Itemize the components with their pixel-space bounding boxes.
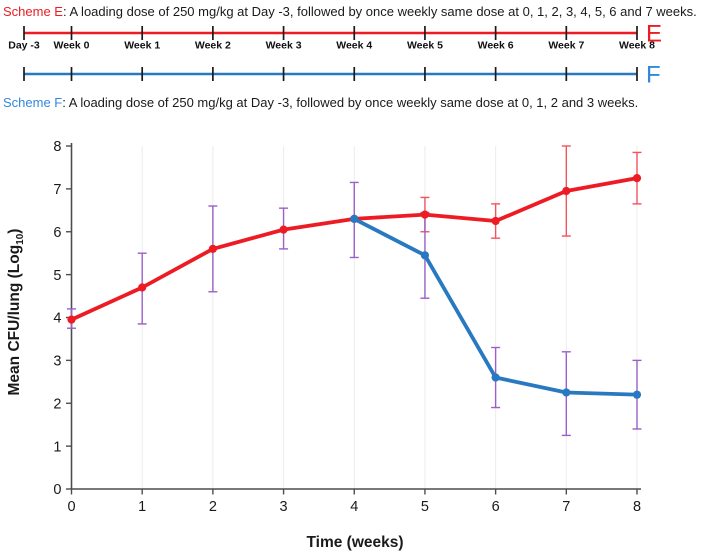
y-tick-label: 8 [53, 139, 61, 155]
x-tick-label: 6 [492, 499, 500, 515]
y-tick-label: 2 [53, 396, 61, 412]
data-point-marker [632, 174, 642, 183]
timeline-tick-label: Week 8 [619, 40, 655, 52]
data-point-marker [420, 210, 430, 219]
scheme-e-label: Scheme E [3, 4, 63, 19]
x-tick-label: 4 [350, 499, 358, 515]
timeline-letter-e: E [646, 21, 662, 48]
cfu-chart: 0 1 2 3 4 5 6 7 8 0 1 2 3 4 5 6 7 8 [53, 139, 642, 515]
x-tick-label: 5 [421, 499, 429, 515]
data-point-marker [491, 373, 500, 382]
y-tick-label: 1 [53, 439, 61, 455]
x-axis-title: Time (weeks) [306, 534, 404, 551]
data-point-marker [208, 244, 217, 253]
x-tick-label: 3 [280, 499, 288, 515]
data-point-marker [138, 283, 147, 292]
y-tick-label: 7 [53, 182, 61, 198]
timeline-letter-f: F [646, 62, 661, 89]
data-point-marker [562, 186, 571, 196]
y-axis-title: Mean CFU/lung (Log10) [6, 229, 26, 396]
data-point-marker [67, 315, 76, 324]
timeline-tick-label: Week 1 [124, 40, 160, 52]
x-tick-label: 2 [209, 499, 217, 515]
x-tick-label: 0 [67, 499, 75, 515]
scheme-f-label: Scheme F [3, 95, 63, 110]
timeline-tick-label: Week 2 [195, 40, 231, 52]
scheme-e-text: : A loading dose of 250 mg/kg at Day -3,… [62, 4, 697, 19]
timeline-tick-label: Week 7 [548, 40, 584, 52]
y-tick-label: 6 [53, 225, 61, 241]
timeline-tick-label: Week 6 [478, 40, 514, 52]
x-tick-label: 7 [562, 499, 570, 515]
data-point-marker [420, 251, 430, 260]
y-tick-label: 4 [53, 311, 61, 327]
scheme-f-caption: Scheme F: A loading dose of 250 mg/kg at… [3, 95, 721, 111]
data-point-marker [562, 388, 571, 397]
y-axis-title-sub: 10 [15, 233, 27, 245]
x-tick-label: 8 [633, 499, 641, 515]
data-point-marker [491, 216, 500, 226]
y-tick-label: 5 [53, 268, 61, 284]
y-axis-title-main: Mean CFU/lung (Log [5, 244, 23, 396]
scheme-e-caption: Scheme E: A loading dose of 250 mg/kg at… [3, 4, 721, 20]
data-point-marker [632, 390, 642, 399]
timeline-tick-label: Week 5 [407, 40, 443, 52]
scheme-f-text: : A loading dose of 250 mg/kg at Day -3,… [62, 95, 639, 110]
data-point-marker [350, 214, 359, 223]
y-tick-label: 0 [53, 482, 61, 498]
timeline-f: F [23, 62, 661, 89]
timeline-tick-label: Day -3 [8, 40, 40, 52]
timeline-e: E Day -3 Week 0 Week 1 Week 2 Week 3 Week 4 Wee… [8, 21, 662, 52]
y-axis-title-end: ) [5, 228, 23, 234]
timeline-tick-label: Week 4 [336, 40, 372, 52]
y-tick-label: 3 [53, 354, 61, 370]
timeline-tick-label: Week 0 [54, 40, 90, 52]
x-tick-label: 1 [138, 499, 146, 515]
timeline-tick-label: Week 3 [266, 40, 302, 52]
data-point-marker [279, 225, 288, 234]
